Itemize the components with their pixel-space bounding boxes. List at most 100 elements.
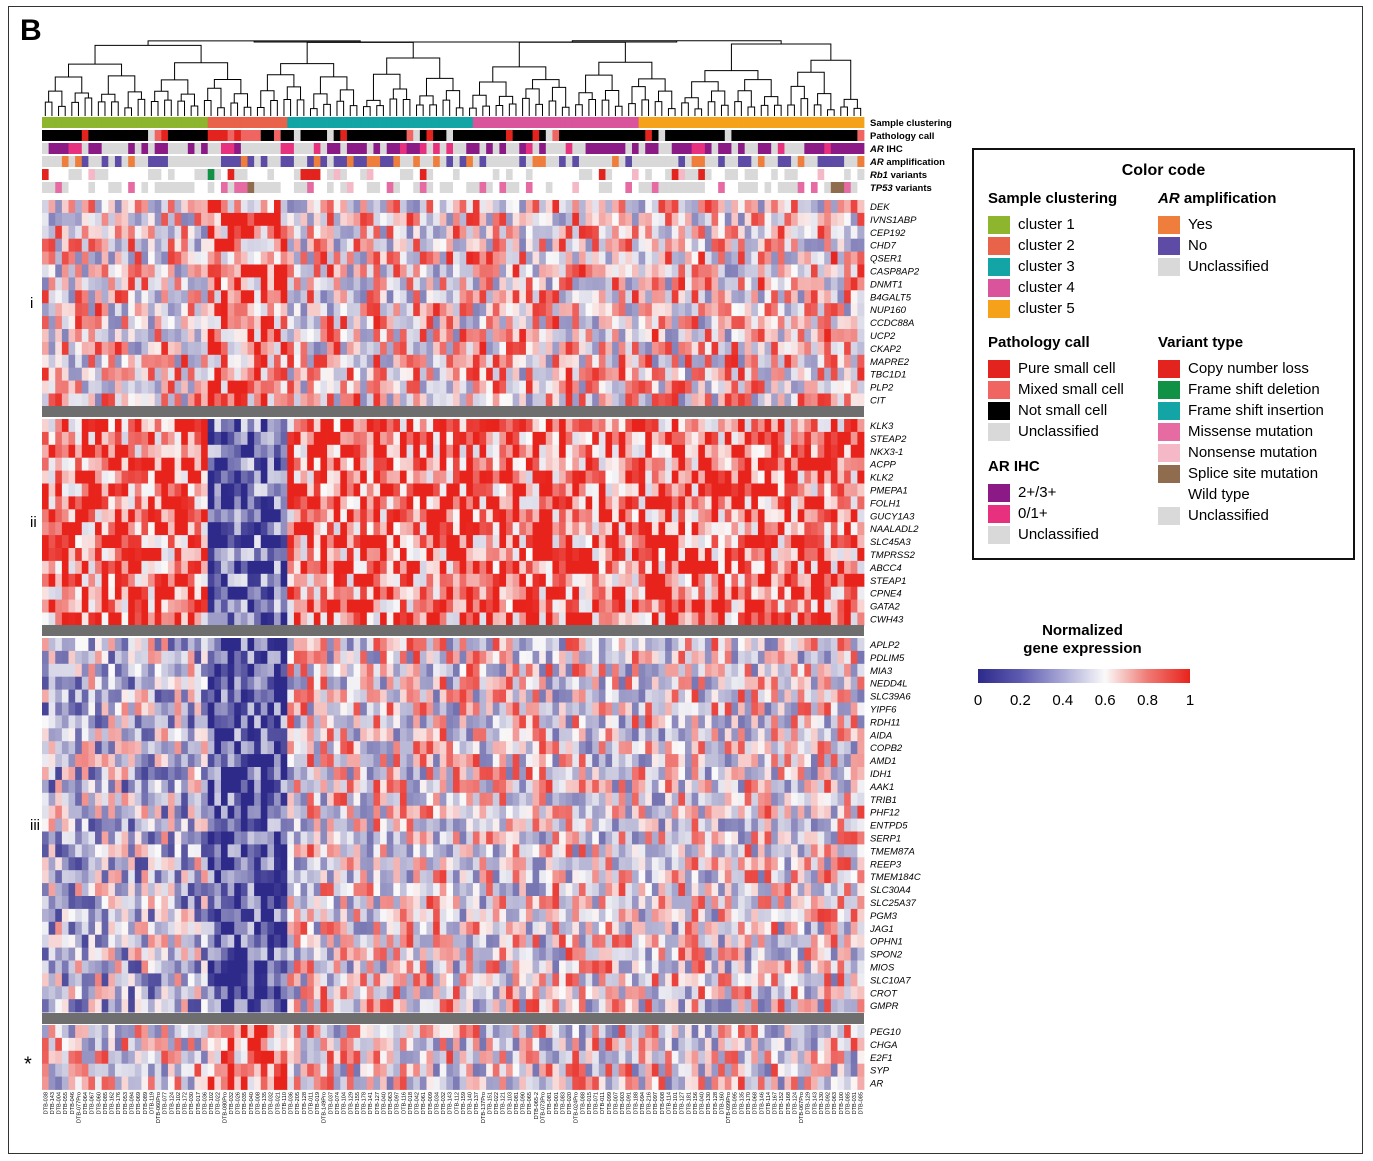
- heatmap-cell: [406, 354, 414, 369]
- heatmap-cell: [824, 509, 832, 523]
- heatmap-cell: [167, 212, 175, 227]
- heatmap-cell: [844, 354, 852, 369]
- heatmap-cell: [439, 419, 447, 433]
- heatmap-cell: [194, 212, 202, 227]
- heatmap-cell: [61, 290, 69, 304]
- ar-ihc-cell: [638, 143, 646, 154]
- heatmap-cell: [486, 470, 494, 484]
- ar-ihc-cell: [605, 143, 613, 154]
- heatmap-cell: [559, 483, 567, 497]
- heatmap-cell: [214, 367, 222, 381]
- heatmap-cell: [658, 522, 666, 536]
- heatmap-cell: [393, 341, 401, 356]
- heatmap-cell: [738, 225, 746, 240]
- heatmap-cell: [645, 431, 653, 446]
- heatmap-cell: [572, 393, 580, 407]
- heatmap-cell: [764, 264, 772, 278]
- heatmap-cell: [532, 522, 540, 536]
- heatmap-cell: [433, 225, 441, 240]
- heatmap-cell: [75, 535, 83, 549]
- heatmap-cell: [472, 200, 480, 214]
- heatmap-cell: [559, 496, 567, 510]
- heatmap-cell: [651, 393, 659, 407]
- heatmap-cell: [267, 341, 275, 356]
- heatmap-cell: [426, 509, 434, 523]
- heatmap-cell: [844, 599, 852, 613]
- heatmap-cell: [333, 483, 341, 497]
- heatmap-cell: [234, 380, 242, 394]
- heatmap-cell: [148, 225, 156, 240]
- heatmap-cell: [240, 573, 248, 588]
- heatmap-cell: [665, 264, 673, 278]
- rb1-variant-cell: [280, 169, 288, 180]
- heatmap-cell: [598, 264, 606, 278]
- heatmap-cell: [433, 509, 441, 523]
- heatmap-cell: [220, 212, 229, 227]
- rb1-variant-cell: [121, 169, 129, 180]
- heatmap-cell: [307, 251, 315, 265]
- heatmap-cell: [240, 329, 248, 343]
- heatmap-cell: [260, 548, 268, 562]
- ar-amplification-cell: [631, 156, 640, 167]
- pathology-call-cell: [333, 130, 341, 141]
- heatmap-cell: [618, 457, 626, 471]
- heatmap-cell: [353, 380, 361, 394]
- heatmap-cell: [453, 599, 461, 613]
- ar-ihc-cell: [757, 143, 765, 154]
- heatmap-cell: [81, 238, 89, 252]
- heatmap-cell: [731, 444, 739, 459]
- heatmap-cell: [472, 638, 480, 652]
- heatmap-cell: [791, 483, 799, 497]
- heatmap-cell: [194, 457, 202, 471]
- pathology-call-cell: [592, 130, 600, 141]
- heatmap-cell: [260, 496, 268, 510]
- dendrogram-branch: [256, 106, 265, 116]
- ar-amplification-cell: [95, 156, 103, 167]
- heatmap-cell: [804, 303, 812, 317]
- heatmap-cell: [486, 522, 494, 536]
- sample-cluster-cell: [777, 117, 785, 128]
- heatmap-cell: [519, 638, 527, 652]
- heatmap-cell: [771, 586, 779, 600]
- heatmap-cell: [751, 251, 759, 265]
- rb1-variant-cell: [161, 169, 169, 180]
- tp53-variant-cell: [181, 182, 189, 193]
- heatmap-cell: [167, 316, 175, 330]
- heatmap-cell: [141, 612, 149, 626]
- heatmap-cell: [413, 457, 421, 471]
- heatmap-cell: [61, 264, 69, 278]
- heatmap-cell: [731, 612, 739, 626]
- heatmap-cell: [539, 586, 547, 600]
- heatmap-cell: [592, 496, 600, 510]
- heatmap-cell: [214, 419, 222, 433]
- heatmap-cell: [698, 238, 706, 252]
- heatmap-cell: [81, 573, 89, 588]
- tp53-variant-cell: [101, 182, 109, 193]
- heatmap-cell: [486, 200, 494, 214]
- heatmap-cell: [413, 251, 421, 265]
- heatmap-cell: [698, 586, 706, 600]
- heatmap-cell: [618, 483, 626, 497]
- heatmap-cell: [631, 303, 640, 317]
- heatmap-cell: [121, 225, 129, 240]
- heatmap-cell: [95, 393, 103, 407]
- heatmap-cell: [578, 535, 586, 549]
- heatmap-cell: [95, 586, 103, 600]
- heatmap-cell: [479, 496, 487, 510]
- sample-cluster-cell: [744, 117, 752, 128]
- heatmap-cell: [837, 548, 845, 562]
- heatmap-cell: [592, 264, 600, 278]
- heatmap-cell: [506, 264, 514, 278]
- dendrogram-branch: [548, 100, 557, 116]
- heatmap-cell: [506, 522, 514, 536]
- heatmap-cell: [399, 599, 407, 613]
- heatmap-cell: [181, 393, 189, 407]
- heatmap-cell: [88, 650, 96, 665]
- heatmap-cell: [42, 548, 50, 562]
- pathology-call-cell: [744, 130, 752, 141]
- heatmap-cell: [95, 380, 103, 394]
- heatmap-cell: [824, 599, 832, 613]
- heatmap-cell: [850, 431, 858, 446]
- heatmap-cell: [857, 380, 865, 394]
- heatmap-cell: [55, 380, 63, 394]
